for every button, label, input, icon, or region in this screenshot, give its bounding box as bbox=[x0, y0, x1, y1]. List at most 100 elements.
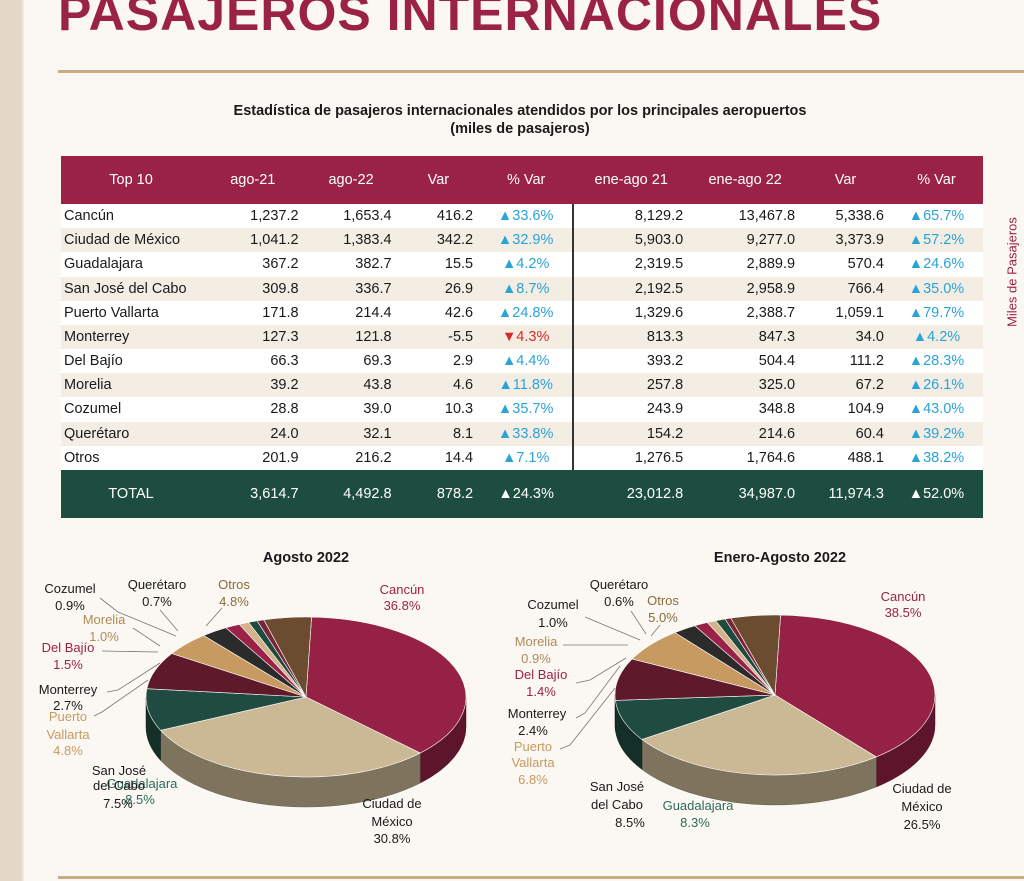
pie-leader-line bbox=[584, 616, 641, 641]
value-pct-var-ytd: ▲38.2% bbox=[889, 445, 983, 470]
value-ago21: 28.8 bbox=[201, 397, 305, 422]
value-var: 26.9 bbox=[397, 276, 480, 301]
pie-label-name: México bbox=[901, 799, 942, 814]
pie-label-name: Querétaro bbox=[128, 577, 187, 592]
header-ago22: ago-22 bbox=[304, 156, 398, 204]
value-ene21: 5,903.0 bbox=[572, 228, 690, 253]
pie-label-name: del Cabo bbox=[93, 778, 145, 793]
value-pct-var: ▲24.8% bbox=[479, 300, 574, 325]
pie-label-name: Puerto bbox=[49, 709, 87, 724]
pie-label-value: 4.8% bbox=[53, 743, 83, 758]
value-ene22: 2,889.9 bbox=[689, 252, 802, 277]
pie-leader-line bbox=[575, 657, 627, 684]
value-pct-var-ytd: ▲24.6% bbox=[889, 252, 983, 277]
pie-label-name: del Cabo bbox=[591, 797, 643, 812]
pie-label-name: Del Bajío bbox=[515, 667, 568, 682]
value-ene21: 8,129.2 bbox=[572, 204, 690, 229]
value-var: 4.6 bbox=[397, 373, 480, 398]
pie-label: Ciudad de México 30.8% bbox=[362, 796, 421, 846]
pie-label-value: 2.7% bbox=[53, 698, 83, 713]
airport-name: Puerto Vallarta bbox=[61, 300, 202, 325]
passenger-table: Top 10 ago-21 ago-22 Var % Var ene-ago 2… bbox=[61, 156, 983, 518]
pie-label-name: Guadalajara bbox=[107, 776, 179, 791]
total-var-ytd: 11,974.3 bbox=[801, 469, 890, 518]
value-var: -5.5 bbox=[397, 324, 480, 350]
pie-leader-line bbox=[106, 662, 161, 693]
value-ene21: 257.8 bbox=[572, 373, 690, 398]
pie-label: Morelia 1.0% bbox=[83, 612, 126, 644]
value-ago22: 69.3 bbox=[304, 349, 398, 374]
value-var-ytd: 67.2 bbox=[801, 373, 890, 398]
pie-label-name: Cozumel bbox=[527, 597, 578, 612]
value-ene22: 2,388.7 bbox=[689, 300, 802, 325]
total-pct-var-ytd: ▲52.0% bbox=[889, 469, 983, 518]
pie-label-name: Puerto bbox=[514, 739, 552, 754]
header-ene-ago22: ene-ago 22 bbox=[689, 156, 802, 204]
header-ago21: ago-21 bbox=[201, 156, 305, 204]
table-row: Morelia 39.2 43.8 4.6 ▲11.8% 257.8 325.0 67.2 ▲2… bbox=[61, 373, 983, 398]
value-pct-var: ▲4.2% bbox=[479, 252, 574, 277]
pie-chart-title: Agosto 2022 bbox=[263, 550, 349, 566]
pie-label: Guadalajara 8.3% bbox=[663, 798, 735, 830]
bottom-divider bbox=[58, 876, 1024, 879]
value-pct-var-ytd: ▲4.2% bbox=[889, 324, 983, 350]
title-divider bbox=[58, 70, 1024, 73]
table-row: Guadalajara 367.2 382.7 15.5 ▲4.2% 2,319.5 2,8… bbox=[61, 252, 983, 277]
value-ago22: 32.1 bbox=[304, 421, 398, 446]
page-left-line bbox=[22, 0, 24, 881]
pie-label: San José del Cabo 8.5% bbox=[590, 779, 645, 830]
pie-label: Querétaro 0.7% bbox=[128, 577, 187, 609]
airport-name: Cancún bbox=[61, 204, 202, 229]
pie-slice bbox=[263, 616, 312, 699]
airport-name: Cozumel bbox=[61, 397, 202, 422]
value-var-ytd: 1,059.1 bbox=[801, 300, 890, 325]
value-ago21: 171.8 bbox=[201, 300, 305, 325]
pie-label-name: Vallarta bbox=[511, 755, 555, 770]
value-ago22: 382.7 bbox=[304, 252, 398, 277]
value-ago21: 127.3 bbox=[201, 324, 305, 350]
value-var: 416.2 bbox=[397, 204, 480, 229]
value-ago22: 336.7 bbox=[304, 276, 398, 301]
header-top10: Top 10 bbox=[61, 156, 202, 204]
pie-label-name: Querétaro bbox=[590, 577, 649, 592]
airport-name: Otros bbox=[61, 445, 202, 470]
pie-label-value: 5.0% bbox=[648, 610, 678, 625]
pie-label-name: Cancún bbox=[881, 589, 926, 604]
value-ene21: 154.2 bbox=[572, 421, 690, 446]
pie-label-value: 6.8% bbox=[518, 772, 548, 787]
pie-slice bbox=[730, 614, 781, 697]
airport-name: Morelia bbox=[61, 373, 202, 398]
value-var-ytd: 34.0 bbox=[801, 324, 890, 350]
value-ago21: 309.8 bbox=[201, 276, 305, 301]
airport-name: Querétaro bbox=[61, 421, 202, 446]
pie-label-name: Otros bbox=[647, 593, 679, 608]
value-var-ytd: 60.4 bbox=[801, 421, 890, 446]
pie-label-value: 7.5% bbox=[103, 796, 133, 811]
pie-chart-title: Enero-Agosto 2022 bbox=[714, 550, 846, 566]
value-ene21: 2,319.5 bbox=[572, 252, 690, 277]
value-ene22: 325.0 bbox=[689, 373, 802, 398]
pie-leader-line bbox=[205, 607, 223, 627]
value-ago21: 39.2 bbox=[201, 373, 305, 398]
header-pct-var-ytd: % Var bbox=[889, 156, 983, 204]
page-title: PASAJEROS INTERNACIONALES bbox=[58, 0, 883, 41]
value-var: 15.5 bbox=[397, 252, 480, 277]
pie-label-value: 36.8% bbox=[384, 598, 421, 613]
pie-slice bbox=[614, 658, 776, 701]
page-left-border bbox=[0, 0, 22, 881]
value-ene22: 1,764.6 bbox=[689, 445, 802, 470]
value-pct-var: ▲4.4% bbox=[479, 349, 574, 374]
pie-slice bbox=[159, 696, 421, 778]
pie-label-value: 8.3% bbox=[680, 815, 710, 830]
value-ago22: 1,653.4 bbox=[304, 204, 398, 229]
value-pct-var-ytd: ▲43.0% bbox=[889, 397, 983, 422]
pie-leader-line bbox=[575, 665, 621, 719]
pie-label: Otros 4.8% bbox=[218, 577, 250, 609]
table-row: San José del Cabo 309.8 336.7 26.9 ▲8.7% 2,19… bbox=[61, 276, 983, 301]
table-row: Del Bajío 66.3 69.3 2.9 ▲4.4% 393.2 504.4 111.2… bbox=[61, 349, 983, 374]
pie-label-name: Cozumel bbox=[44, 581, 95, 596]
value-pct-var: ▲33.6% bbox=[479, 204, 574, 229]
